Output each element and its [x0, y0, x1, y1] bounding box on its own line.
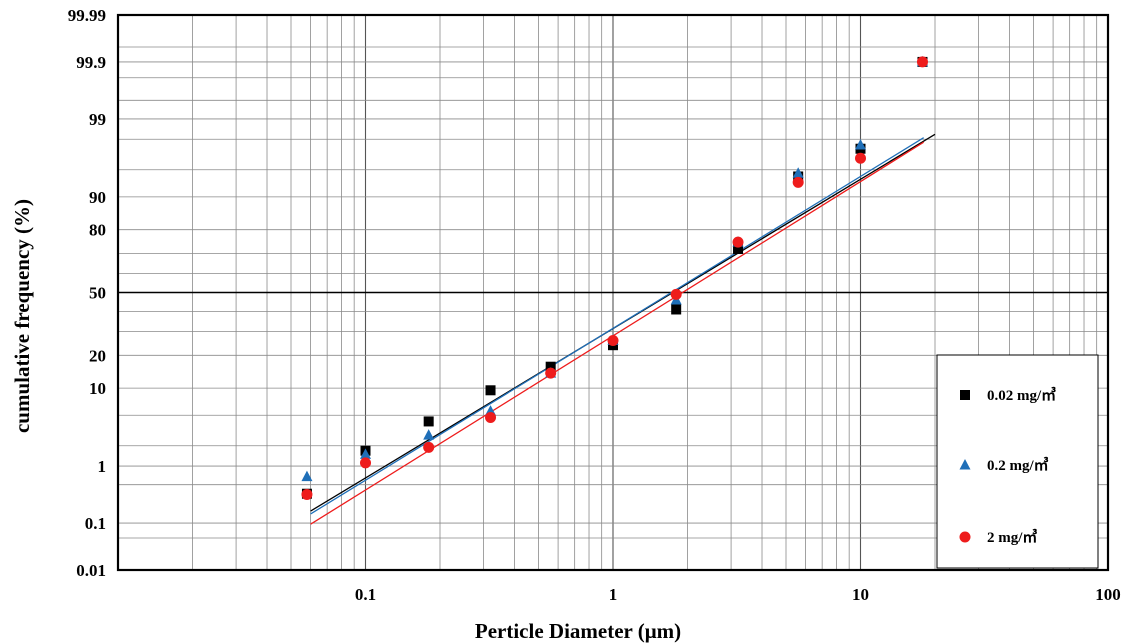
x-tick-labels: 0.1 1 10 100 — [355, 585, 1121, 604]
legend-marker — [960, 390, 970, 400]
legend-marker — [959, 459, 971, 470]
data-point — [671, 304, 682, 315]
data-points — [301, 55, 928, 500]
y-tick-label: 20 — [89, 346, 106, 365]
data-point — [301, 488, 313, 500]
y-tick-label: 99.99 — [68, 6, 106, 25]
legend-label: 2 mg/㎥ — [987, 528, 1037, 546]
x-tick-label: 10 — [852, 585, 869, 604]
data-point — [423, 441, 435, 453]
y-tick-label: 99 — [89, 110, 106, 129]
y-tick-label: 10 — [89, 379, 106, 398]
data-point — [732, 236, 744, 248]
data-point — [855, 152, 866, 164]
y-tick-label: 0.01 — [76, 561, 106, 580]
data-point — [485, 411, 497, 423]
y-tick-label: 99.9 — [76, 53, 106, 72]
y-tick-label: 0.1 — [85, 514, 106, 533]
legend: 0.02 mg/㎥ 0.2 mg/㎥ 2 mg/㎥ — [936, 354, 1099, 569]
data-point — [792, 176, 804, 188]
data-point — [360, 448, 371, 459]
y-tick-label: 80 — [89, 221, 106, 240]
data-point — [916, 56, 928, 68]
data-point — [423, 416, 434, 427]
data-point — [423, 429, 435, 440]
plot-border — [116, 13, 1110, 572]
y-tick-label: 1 — [98, 457, 107, 476]
legend-label: 0.02 mg/㎥ — [987, 386, 1056, 404]
data-point — [733, 244, 744, 255]
data-point — [545, 367, 557, 379]
x-axis-title: Perticle Diameter (μm) — [475, 619, 681, 643]
data-point — [792, 167, 804, 178]
data-point — [670, 288, 682, 300]
data-point — [360, 457, 371, 469]
data-point — [855, 138, 866, 150]
fit-line — [310, 141, 925, 525]
legend-label: 0.2 mg/㎥ — [987, 456, 1049, 474]
data-point — [545, 361, 556, 372]
y-axis-title: cumulative frequency (%) — [10, 199, 34, 433]
legend-marker — [959, 531, 971, 543]
y-tick-label: 50 — [89, 284, 106, 303]
plot-frame — [116, 13, 1110, 572]
x-tick-label: 1 — [609, 585, 618, 604]
fit-line — [310, 137, 925, 515]
y-tick-label: 90 — [89, 188, 106, 207]
y-tick-labels: 0.01 0.1 1 10 20 50 80 90 99 99.9 99.99 — [68, 6, 106, 580]
data-point — [607, 335, 619, 347]
data-point — [485, 385, 496, 396]
data-point — [301, 470, 313, 482]
fit-lines — [310, 133, 936, 525]
x-tick-label: 100 — [1095, 585, 1121, 604]
x-tick-label: 0.1 — [355, 585, 376, 604]
